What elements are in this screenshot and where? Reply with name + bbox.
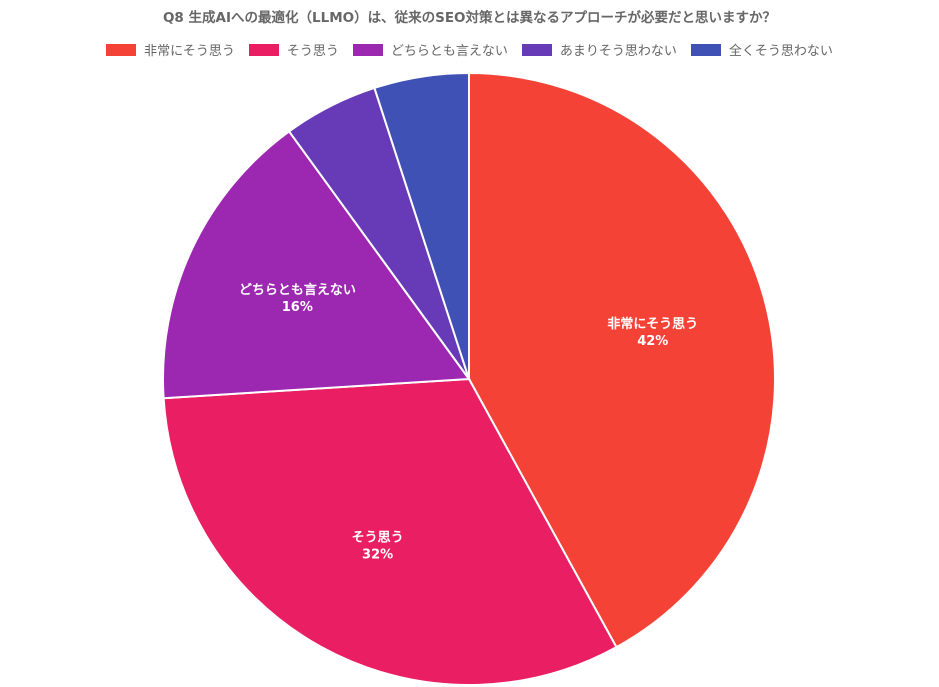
- legend-swatch-0: [106, 43, 137, 56]
- legend-item-3[interactable]: あまりそう思わない: [521, 40, 677, 59]
- pie-slice-0[interactable]: [468, 71, 776, 649]
- legend-swatch-2: [352, 43, 383, 56]
- legend-swatch-1: [248, 43, 279, 56]
- pie-slice-2[interactable]: [162, 130, 471, 400]
- legend-label-4: 全くそう思わない: [728, 44, 833, 59]
- legend-item-0[interactable]: 非常にそう思う: [106, 40, 235, 59]
- slice-label-value-2: 16%: [282, 300, 313, 315]
- legend-swatch-3: [521, 43, 552, 56]
- slice-label-value-1: 32%: [362, 547, 393, 562]
- legend-item-1[interactable]: そう思う: [248, 40, 339, 59]
- legend: 非常にそう思う そう思う どちらとも言えない あまりそう思わない 全くそう思わな…: [0, 40, 939, 59]
- slice-label-name-1: そう思う: [352, 530, 404, 545]
- pie-slice-1[interactable]: [162, 377, 618, 686]
- pie-slice-4[interactable]: [373, 71, 470, 380]
- chart-title: Q8 生成AIへの最適化（LLMO）は、従来のSEO対策とは異なるアプローチが必…: [162, 10, 777, 26]
- slice-label-name-0: 非常にそう思う: [607, 316, 698, 332]
- legend-label-2: どちらとも言えない: [390, 44, 508, 59]
- legend-label-0: 非常にそう思う: [144, 44, 235, 59]
- legend-label-1: そう思う: [286, 44, 339, 59]
- legend-swatch-4: [690, 43, 721, 56]
- slice-label-name-2: どちらとも言えない: [239, 282, 356, 298]
- slice-label-value-0: 42%: [637, 334, 668, 349]
- legend-label-3: あまりそう思わない: [559, 44, 677, 59]
- legend-item-2[interactable]: どちらとも言えない: [352, 40, 508, 59]
- legend-item-4[interactable]: 全くそう思わない: [690, 40, 833, 59]
